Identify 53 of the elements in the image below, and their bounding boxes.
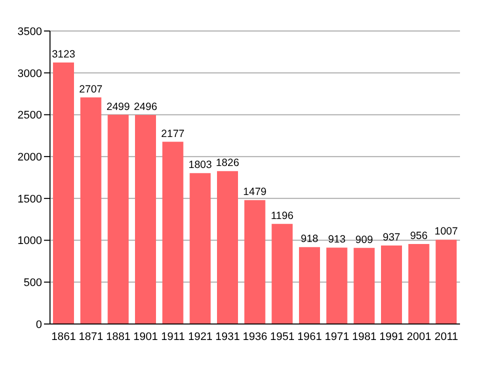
x-tick-label: 1871 [78,330,104,343]
data-label: 1803 [188,159,212,172]
y-tick-label: 1000 [18,235,42,248]
data-label: 913 [328,234,346,246]
y-tick-label: 3000 [18,68,42,80]
data-label: 1479 [243,186,267,198]
bar [244,200,266,324]
data-label: 918 [300,233,318,246]
bar [436,240,457,324]
y-tick-label: 2000 [18,151,42,164]
data-label: 956 [410,230,428,242]
x-tick-label: 1921 [188,330,213,343]
x-tick-label: 1991 [379,330,404,343]
x-tick-label: 2011 [434,330,458,343]
data-label: 2496 [134,101,158,114]
y-tick-label: 2500 [18,110,42,122]
bar [299,247,320,324]
bar [162,142,184,324]
data-label: 1007 [434,226,458,238]
x-tick-label: 1911 [161,330,185,343]
x-tick-label: 1981 [352,330,377,343]
y-tick-label: 1500 [18,193,42,206]
bar [272,224,293,324]
bar [326,248,348,324]
bar [108,114,129,324]
x-tick-label: 1951 [270,330,295,343]
x-tick-label: 1931 [215,330,240,343]
y-tick-label: 0 [36,318,42,331]
bar [354,248,375,324]
y-tick-label: 3500 [18,26,42,38]
x-tick-label: 1936 [242,330,268,343]
x-tick-label: 1901 [133,330,158,343]
data-label: 1196 [270,210,294,222]
x-tick-label: 1971 [324,330,350,343]
x-tick-label: 1881 [106,330,131,343]
bar [408,244,430,324]
x-tick-label: 1861 [51,330,76,343]
data-label: 2707 [79,83,103,96]
data-label: 2177 [161,128,185,140]
bar [80,97,102,324]
x-tick-label: 2001 [406,330,432,343]
x-tick-label: 1961 [297,330,322,343]
bar [190,173,211,324]
bar [381,246,402,324]
y-tick-label: 500 [24,277,42,290]
data-label: 909 [355,234,374,246]
bar [135,115,156,324]
data-label: 1826 [216,157,240,170]
data-label: 3123 [52,48,76,61]
bar [217,171,238,324]
data-label: 2499 [106,100,130,113]
data-label: 937 [382,232,400,244]
bar [53,62,74,324]
